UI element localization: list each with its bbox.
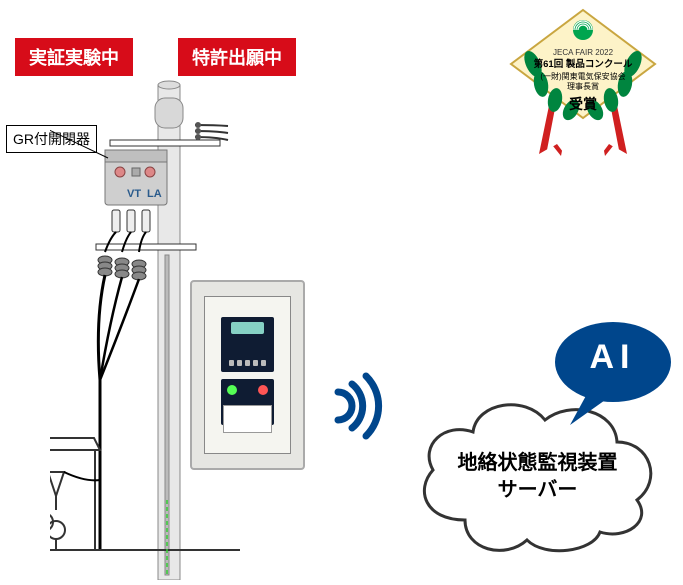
cloud-line1: 地絡状態監視装置 [458,452,618,474]
wireless-icon [320,370,390,445]
cloud-server-group: 地絡状態監視装置 サーバー AI [405,350,675,575]
award-text: JECA FAIR 2022 第61回 製品コンクール (一財)関東電気保安協会… [503,48,663,114]
cloud-line2: サーバー [498,479,578,501]
award-line1: JECA FAIR 2022 [503,48,663,59]
badge-demonstration: 実証実験中 [15,38,133,76]
ai-text: AI [550,338,675,377]
lcd-display [231,322,264,334]
svg-text:LA: LA [147,188,162,200]
svg-text:VT: VT [127,188,141,200]
award-line2: 第61回 製品コンクール [503,59,663,72]
award-line3: (一財)関東電気保安協会 [503,72,663,83]
control-panel-upper [221,317,274,372]
cloud-label: 地絡状態監視装置 サーバー [440,450,635,504]
ai-speech-bubble: AI [550,320,675,425]
button-row [229,360,266,366]
award-line4: 理事長賞 [503,82,663,93]
cabinet-door [204,296,291,454]
award-badge: JECA FAIR 2022 第61回 製品コンクール (一財)関東電気保安協会… [503,6,663,156]
monitoring-cabinet [190,280,305,470]
award-line5: 受賞 [503,95,663,114]
badge-patent-pending: 特許出願中 [178,38,296,76]
label-sticker [223,405,272,433]
